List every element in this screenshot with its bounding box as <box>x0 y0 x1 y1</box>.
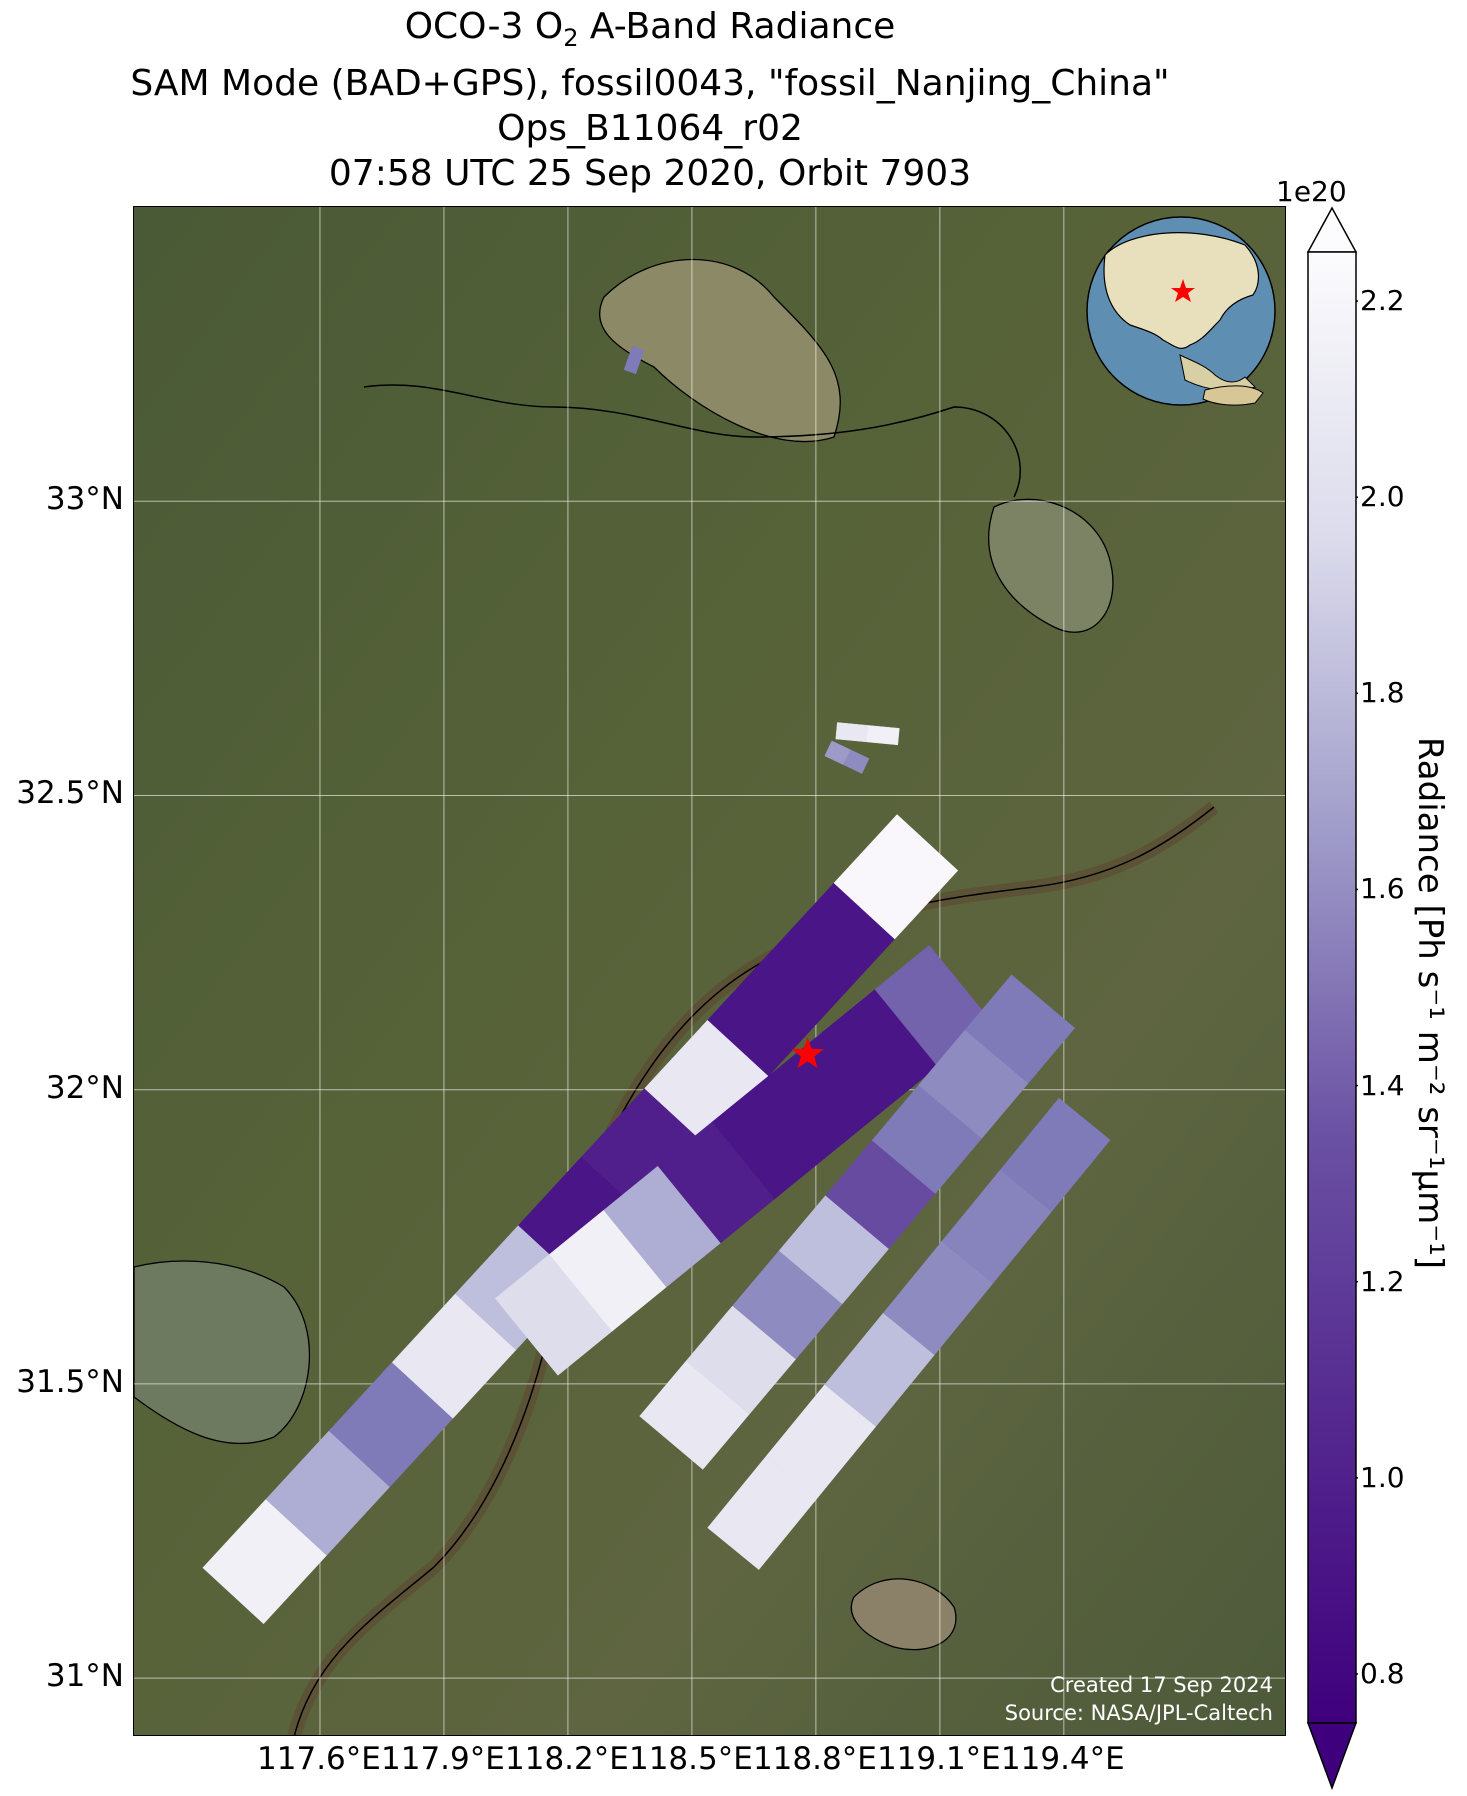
map-panel[interactable]: Created 17 Sep 2024 Source: NASA/JPL-Cal… <box>133 206 1286 1736</box>
lon-tick-label: 118.5°E <box>628 1741 753 1777</box>
lat-tick-label: 32°N <box>45 1069 124 1106</box>
colorbar-tick-label: 1.4 <box>1360 1068 1405 1102</box>
colorbar-label: Radiance [Ph s⁻¹ m⁻² sr⁻¹μm⁻¹] <box>1410 736 1450 1270</box>
title-line-3: Ops_B11064_r02 <box>497 108 803 150</box>
swath-segment <box>964 974 1076 1084</box>
inset-globe <box>1086 216 1276 406</box>
lat-tick-label: 32.5°N <box>16 775 124 812</box>
small-patch-1 <box>835 722 900 746</box>
australia-coast <box>1202 385 1264 406</box>
globe-star-icon <box>1171 279 1195 302</box>
lon-tick-label: 117.6°E <box>257 1741 381 1777</box>
colorbar-tick-label: 1.8 <box>1360 676 1405 710</box>
colorbar-tick-label: 1.0 <box>1360 1460 1405 1494</box>
credits-source: Source: NASA/JPL-Caltech <box>1004 1701 1273 1725</box>
colorbar-tick-label: 1.2 <box>1360 1264 1405 1298</box>
swath-2 <box>494 944 993 1376</box>
colorbar-tick-label: 2.2 <box>1360 284 1405 318</box>
title-line-2: SAM Mode (BAD+GPS), fossil0043, "fossil_… <box>130 63 1170 105</box>
lake-southwest <box>134 1260 311 1445</box>
lon-tick-label: 119.1°E <box>876 1741 1001 1777</box>
lon-tick-label: 118.8°E <box>752 1741 877 1777</box>
swath-segment <box>1000 1097 1111 1212</box>
map-canvas <box>134 207 1285 1735</box>
lon-tick-label: 117.9°E <box>381 1741 505 1777</box>
lat-tick-label: 33°N <box>45 481 124 518</box>
lake-south <box>850 1578 957 1651</box>
colorbar-exponent: 1e20 <box>1276 175 1347 208</box>
swath-3 <box>639 974 1076 1470</box>
swath-segment <box>842 749 870 774</box>
lat-tick-label: 31.5°N <box>16 1363 124 1400</box>
radiance-swaths <box>202 345 1111 1625</box>
credits-created: Created 17 Sep 2024 <box>1050 1673 1273 1697</box>
colorbar-tick-label: 2.0 <box>1360 480 1405 514</box>
swath-4 <box>707 1097 1111 1570</box>
small-patch-2 <box>824 740 870 774</box>
colorbar-body <box>1307 251 1357 1724</box>
huai-river-outline <box>363 384 1021 498</box>
swath-segment <box>623 345 645 375</box>
target-marker <box>791 1037 824 1069</box>
figure-title: OCO-3 O2 A-Band Radiance SAM Mode (BAD+G… <box>0 4 1300 196</box>
swath-segment <box>866 725 900 746</box>
lat-tick-label: 31°N <box>45 1658 124 1695</box>
small-patch-3 <box>623 345 645 375</box>
colorbar-bottom-extend <box>1306 1722 1358 1791</box>
colorbar <box>1306 206 1358 1791</box>
colorbar-tick-label: 1.6 <box>1360 872 1405 906</box>
lake-northeast <box>988 498 1114 633</box>
lon-tick-label: 119.4°E <box>1000 1741 1125 1777</box>
colorbar-tick-label: 0.8 <box>1360 1656 1405 1690</box>
title-line-1: OCO-3 O2 A-Band Radiance <box>404 6 896 53</box>
title-line-4: 07:58 UTC 25 Sep 2020, Orbit 7903 <box>328 153 972 195</box>
lon-tick-label: 118.2°E <box>505 1741 629 1777</box>
swath-segment <box>833 814 959 940</box>
map-credits: Created 17 Sep 2024 Source: NASA/JPL-Cal… <box>1005 1671 1273 1727</box>
colorbar-top-extend <box>1306 206 1358 253</box>
swath-segment <box>835 722 869 743</box>
star-icon <box>791 1037 824 1069</box>
